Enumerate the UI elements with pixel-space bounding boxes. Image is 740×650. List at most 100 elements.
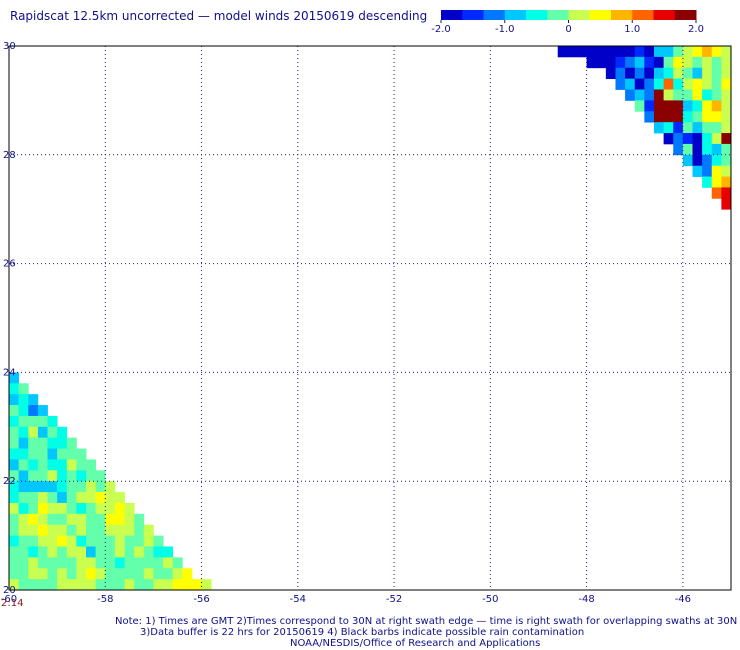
wind-cell [692,56,703,69]
wind-cell [673,122,684,134]
wind-cell [28,579,39,591]
wind-cell [692,122,703,134]
wind-cell [711,165,722,177]
wind-cell [124,568,135,580]
note-line-3: NOAA/NESDIS/Office of Research and Appli… [290,638,541,649]
wind-cell [153,535,164,547]
wind-cell [57,470,68,482]
wind-cell [682,154,693,167]
wind-cell [586,56,597,69]
wind-cell [37,502,48,515]
wind-cell [9,513,20,526]
x-tick-label: -54 [290,594,306,605]
wind-cell [18,426,29,439]
wind-cell [634,56,645,69]
wind-cell [682,100,693,112]
wind-cell [86,557,97,569]
wind-cell [663,78,674,90]
wind-cell [673,143,684,156]
x-tick-label: -58 [97,594,113,605]
wind-cell [57,513,68,526]
wind-cell [9,470,20,482]
wind-cell [28,481,39,493]
wind-cell [28,546,39,558]
wind-cell [682,133,693,145]
note-line-1: Note: 1) Times are GMT 2)Times correspon… [115,616,738,627]
wind-cell [682,56,693,69]
wind-cell [721,154,732,167]
wind-cell [37,546,48,558]
wind-cell [134,513,145,526]
wind-cell [57,502,68,515]
wind-cell [57,579,68,591]
wind-cell [86,535,97,547]
wind-cell [711,187,722,199]
wind-cell [114,492,125,504]
wind-cell [702,46,713,58]
wind-cell [692,46,703,58]
wind-cell [9,372,20,384]
wind-cell [625,78,636,90]
data-cells [9,46,732,591]
wind-cell [18,568,29,580]
wind-cell [663,67,674,80]
wind-cell [47,535,58,547]
wind-cell [702,133,713,145]
wind-cell [596,46,607,58]
wind-cell [711,67,722,80]
x-tick-labels: -60 -58 -56 -54 -52 -50 -48 -46 [1,594,691,605]
wind-cell [47,579,58,591]
wind-cell [105,546,116,558]
wind-cell [663,122,674,134]
wind-cell [28,459,39,471]
wind-cell [721,176,732,188]
wind-cell [28,535,39,547]
wind-cell [57,546,68,558]
wind-cell [153,568,164,580]
x-tick-label: -46 [675,594,691,605]
wind-cell [9,492,20,504]
wind-cell [711,154,722,167]
wind-cell [18,405,29,417]
wind-cell [567,46,578,58]
wind-cell [172,568,183,580]
wind-cell [18,557,29,569]
wind-cell [134,535,145,547]
colorbar-swatch [674,10,697,20]
wind-cell [18,535,29,547]
wind-cell [134,546,145,558]
colorbar-swatch [504,10,527,20]
wind-cell [66,546,77,558]
wind-cell [18,546,29,558]
wind-cell [37,459,48,471]
wind-cell [605,46,616,58]
wind-cell [86,481,97,493]
wind-cell [105,568,116,580]
wind-cell [47,546,58,558]
wind-cell [76,448,87,460]
wind-cell [105,481,116,493]
wind-cell [28,405,39,417]
note-line-2: 3)Data buffer is 22 hrs for 20150619 4) … [140,627,585,638]
wind-cell [57,568,68,580]
wind-cell [692,100,703,112]
wind-cell [57,557,68,569]
x-tick-label: -60 [1,594,17,605]
wind-cell [673,56,684,69]
colorbar-swatch [589,10,612,20]
colorbar-swatch [547,10,569,20]
wind-cell [653,67,665,80]
wind-cell [673,89,684,101]
wind-cell [692,133,703,145]
wind-cell [576,46,587,58]
wind-cell [653,46,665,58]
wind-cell [28,394,39,406]
wind-cell [634,89,645,101]
wind-cell [702,78,713,90]
wind-cell [37,481,48,493]
wind-cell [586,46,597,58]
colorbar-swatch [526,10,548,20]
wind-cell [114,579,125,591]
wind-cell [653,111,665,123]
wind-cell [66,513,77,526]
